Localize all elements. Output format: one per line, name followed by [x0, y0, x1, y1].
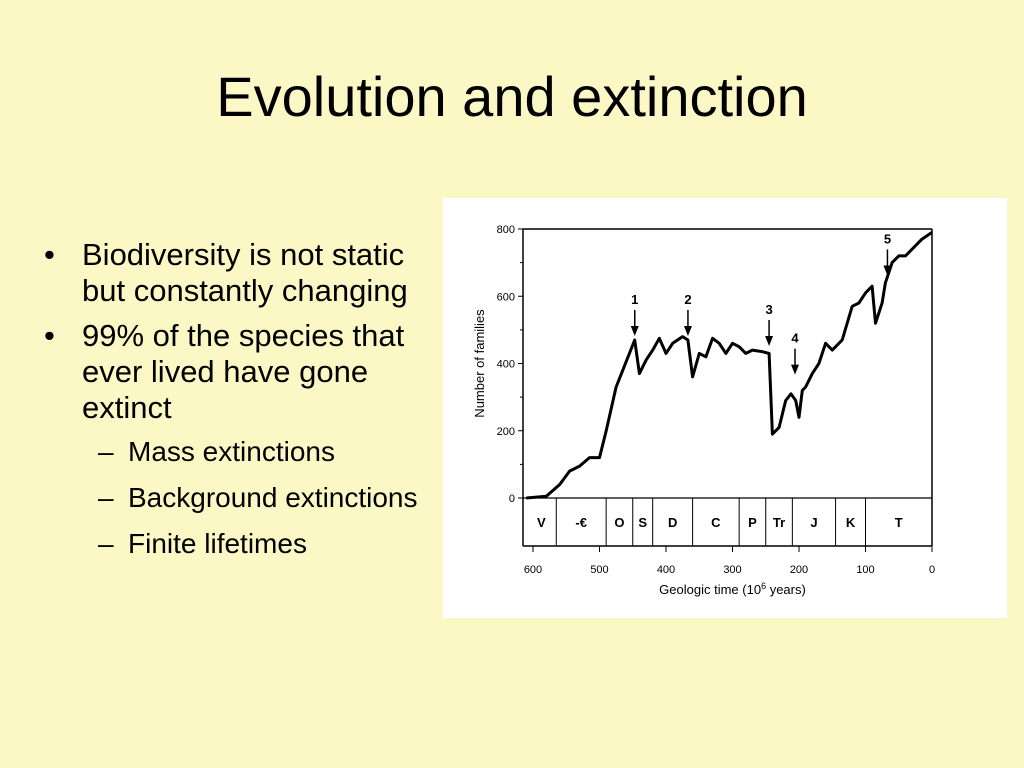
- period-label: J: [810, 515, 817, 530]
- bullet-item: • Biodiversity is not static but constan…: [44, 237, 444, 309]
- sub-bullet-text: Finite lifetimes: [128, 528, 307, 559]
- period-label: P: [748, 515, 757, 530]
- extinction-chart-figure: 0 200 400 600 800 Number of families V -€ O S D C P T…: [443, 198, 1007, 618]
- bullet-text: Biodiversity is not static but constantl…: [82, 237, 408, 308]
- period-label: -€: [575, 515, 587, 530]
- y-tick-label: 600: [497, 291, 515, 303]
- x-tick-label: 600: [524, 564, 542, 576]
- bullet-marker: •: [44, 237, 55, 272]
- extinction-event-label: 5: [884, 231, 891, 246]
- extinction-event-label: 3: [765, 302, 772, 317]
- period-label: Tr: [773, 515, 785, 530]
- extinction-arrow-head: [765, 336, 774, 347]
- extinction-arrow-head: [883, 265, 892, 276]
- y-tick-label: 200: [497, 426, 515, 438]
- bullet-item: • 99% of the species that ever lived hav…: [44, 318, 444, 426]
- extinction-event-label: 2: [684, 292, 691, 307]
- bullet-marker: •: [44, 318, 55, 353]
- families-over-time-chart: 0 200 400 600 800 Number of families V -€ O S D C P T…: [472, 224, 935, 597]
- x-tick-label: 0: [929, 564, 935, 576]
- y-tick-label: 0: [509, 493, 515, 505]
- period-label: T: [895, 515, 903, 530]
- sub-bullet-marker: –: [98, 436, 114, 467]
- period-label: V: [537, 515, 546, 530]
- period-label: C: [711, 515, 721, 530]
- x-tick-label: 500: [590, 564, 608, 576]
- x-tick-label: 400: [657, 564, 675, 576]
- sub-bullet-text: Background extinctions: [128, 482, 418, 513]
- sub-bullet-item: – Mass extinctions: [44, 435, 444, 469]
- x-tick-label: 300: [723, 564, 741, 576]
- sub-bullet-item: – Finite lifetimes: [44, 527, 444, 561]
- sub-bullet-marker: –: [98, 482, 114, 513]
- sub-bullet-text: Mass extinctions: [128, 436, 335, 467]
- slide-title: Evolution and extinction: [216, 65, 808, 128]
- y-tick-label: 800: [497, 224, 515, 236]
- extinction-arrow-head: [791, 364, 800, 375]
- sub-bullet-marker: –: [98, 528, 114, 559]
- x-tick-label: 200: [790, 564, 808, 576]
- extinction-arrow-head: [630, 325, 639, 336]
- period-label: S: [638, 515, 647, 530]
- period-label: D: [668, 515, 677, 530]
- y-tick-label: 400: [497, 359, 515, 371]
- sub-bullet-item: – Background extinctions: [44, 481, 444, 515]
- extinction-event-label: 1: [631, 292, 638, 307]
- bullet-list: • Biodiversity is not static but constan…: [44, 237, 444, 573]
- x-axis-label: Geologic time (106 years): [659, 581, 806, 597]
- period-label: K: [846, 515, 856, 530]
- y-axis-label: Number of families: [472, 309, 487, 418]
- period-label: O: [614, 515, 624, 530]
- extinction-arrow-head: [683, 325, 692, 336]
- family-count-line: [526, 231, 933, 500]
- x-tick-label: 100: [856, 564, 874, 576]
- extinction-event-label: 4: [791, 331, 799, 346]
- bullet-text: 99% of the species that ever lived have …: [82, 318, 405, 425]
